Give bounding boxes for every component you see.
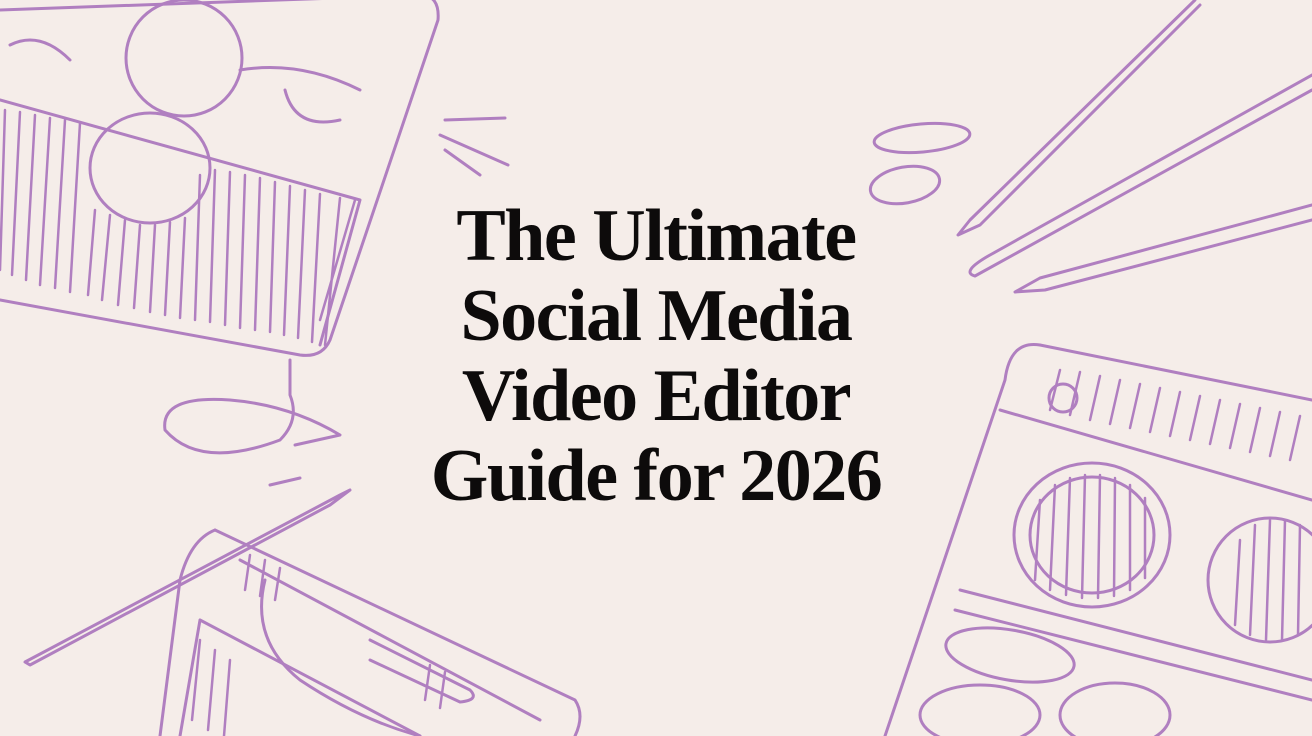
squiggle-sketches: [163, 116, 972, 487]
device-sketch-bottom-left: [23, 488, 582, 736]
title-line-2: Social Media: [460, 275, 853, 357]
title-line-4: Guide for 2026: [430, 435, 883, 517]
pens-sketch-top-right: [956, 0, 1312, 294]
tablet-sketch-top-left: [0, 0, 440, 357]
page-title: The Ultimate Social Media Video Editor G…: [0, 196, 1312, 516]
device-sketch-bottom-right: [883, 342, 1312, 736]
title-line-3: Video Editor: [461, 355, 852, 437]
title-line-1: The Ultimate: [456, 195, 857, 277]
